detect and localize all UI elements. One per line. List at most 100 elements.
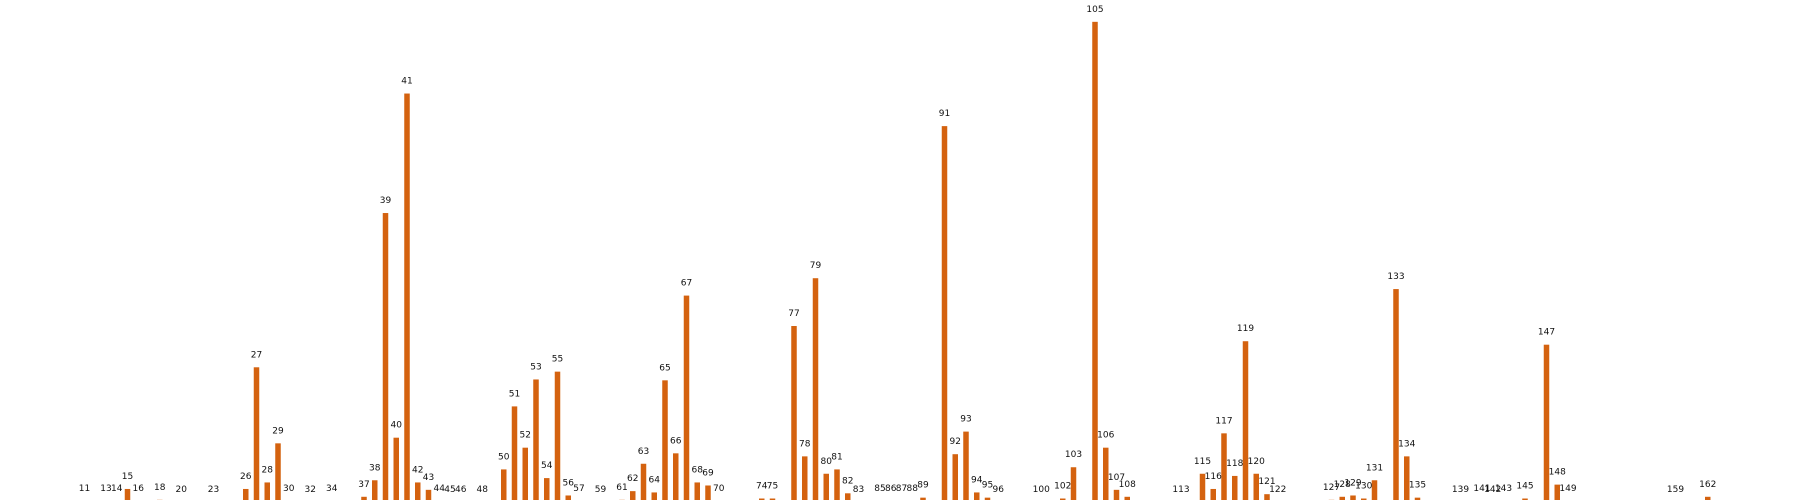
bar-15 (124, 488, 131, 500)
bar-102 (1060, 498, 1066, 500)
bar-26 (243, 488, 249, 500)
bar-106 (1103, 447, 1109, 500)
bar-label-34: 34 (326, 484, 338, 494)
bar-56 (565, 495, 571, 500)
bar-label-26: 26 (240, 472, 252, 482)
bar-92 (952, 454, 958, 500)
bar-116 (1210, 488, 1216, 500)
bar-label-55: 55 (552, 355, 563, 365)
bar-115 (1199, 473, 1206, 500)
bar-label-130: 130 (1355, 482, 1372, 492)
bar-75 (769, 498, 776, 500)
bar-105 (1092, 21, 1098, 500)
bar-label-11: 11 (79, 484, 90, 494)
bar-label-43: 43 (423, 473, 434, 483)
bar-label-41: 41 (401, 77, 412, 87)
bar-77 (791, 326, 797, 500)
bar-119 (1242, 341, 1249, 500)
bar-label-147: 147 (1538, 328, 1555, 338)
bar-62 (630, 491, 636, 500)
bar-label-82: 82 (842, 476, 853, 486)
bar-label-106: 106 (1097, 431, 1114, 441)
bar-162 (1705, 496, 1711, 500)
bar-67 (683, 295, 690, 500)
bar-43 (425, 489, 432, 500)
bar-128 (1339, 496, 1345, 500)
bar-label-74: 74 (756, 482, 768, 492)
bar-label-16: 16 (133, 484, 145, 494)
bar-label-86: 86 (885, 484, 897, 494)
bar-label-51: 51 (509, 389, 520, 399)
bar-label-88: 88 (907, 484, 919, 494)
bar-55 (554, 371, 561, 500)
bar-label-129: 129 (1344, 478, 1361, 488)
bar-label-67: 67 (681, 279, 692, 289)
bar-label-141: 141 (1473, 484, 1490, 494)
bar-label-162: 162 (1699, 480, 1716, 490)
bar-label-28: 28 (262, 465, 274, 475)
bar-label-93: 93 (960, 415, 971, 425)
bar-145 (1522, 498, 1528, 500)
bar-label-69: 69 (702, 468, 714, 478)
bar-label-78: 78 (799, 439, 811, 449)
bar-label-133: 133 (1387, 272, 1404, 282)
bar-label-100: 100 (1033, 485, 1050, 495)
bar-29 (275, 443, 281, 500)
bar-label-59: 59 (595, 485, 607, 495)
bar-label-113: 113 (1172, 485, 1189, 495)
bar-120 (1253, 473, 1259, 500)
bar-label-68: 68 (692, 465, 704, 475)
bar-label-120: 120 (1248, 457, 1265, 467)
bar-label-103: 103 (1065, 450, 1082, 460)
bar-147 (1543, 344, 1550, 500)
bar-148 (1554, 484, 1560, 500)
bar-label-38: 38 (369, 463, 381, 473)
bars-group (124, 21, 1711, 500)
bar-label-143: 143 (1495, 484, 1512, 494)
bar-129 (1350, 495, 1356, 500)
bar-label-18: 18 (154, 483, 166, 493)
bar-label-62: 62 (627, 474, 638, 484)
bar-label-57: 57 (573, 484, 584, 494)
bar-label-40: 40 (391, 421, 403, 431)
bar-label-70: 70 (713, 484, 725, 494)
bar-label-75: 75 (767, 482, 778, 492)
bar-label-37: 37 (358, 480, 369, 490)
bar-label-81: 81 (831, 452, 842, 462)
bar-28 (264, 482, 270, 500)
bar-label-122: 122 (1269, 485, 1286, 495)
bar-82 (845, 493, 851, 500)
bar-95 (984, 497, 991, 500)
bar-label-27: 27 (251, 350, 262, 360)
bar-80 (823, 473, 829, 500)
bar-89 (920, 497, 926, 500)
bar-label-107: 107 (1108, 473, 1125, 483)
bar-81 (834, 469, 840, 500)
bar-53 (533, 379, 539, 500)
bar-93 (963, 431, 969, 500)
bar-label-95: 95 (982, 481, 993, 491)
bar-label-32: 32 (305, 485, 316, 495)
bar-117 (1221, 433, 1227, 500)
bar-label-87: 87 (896, 484, 907, 494)
bar-74 (759, 498, 765, 500)
bar-54 (544, 478, 550, 500)
bar-51 (511, 406, 518, 500)
bar-label-13: 13 (100, 484, 111, 494)
bar-label-134: 134 (1398, 439, 1415, 449)
bar-label-52: 52 (520, 431, 531, 441)
bar-69 (705, 485, 711, 500)
bar-63 (640, 463, 647, 500)
bar-label-121: 121 (1258, 477, 1275, 487)
bar-label-15: 15 (122, 472, 133, 482)
bar-label-50: 50 (498, 452, 510, 462)
bar-label-48: 48 (477, 485, 489, 495)
bar-27 (253, 367, 260, 500)
bar-91 (941, 126, 948, 500)
bar-label-128: 128 (1334, 480, 1351, 490)
bar-134 (1404, 456, 1410, 500)
bar-label-115: 115 (1194, 457, 1211, 467)
bar-label-105: 105 (1086, 5, 1103, 15)
bar-label-131: 131 (1366, 463, 1383, 473)
